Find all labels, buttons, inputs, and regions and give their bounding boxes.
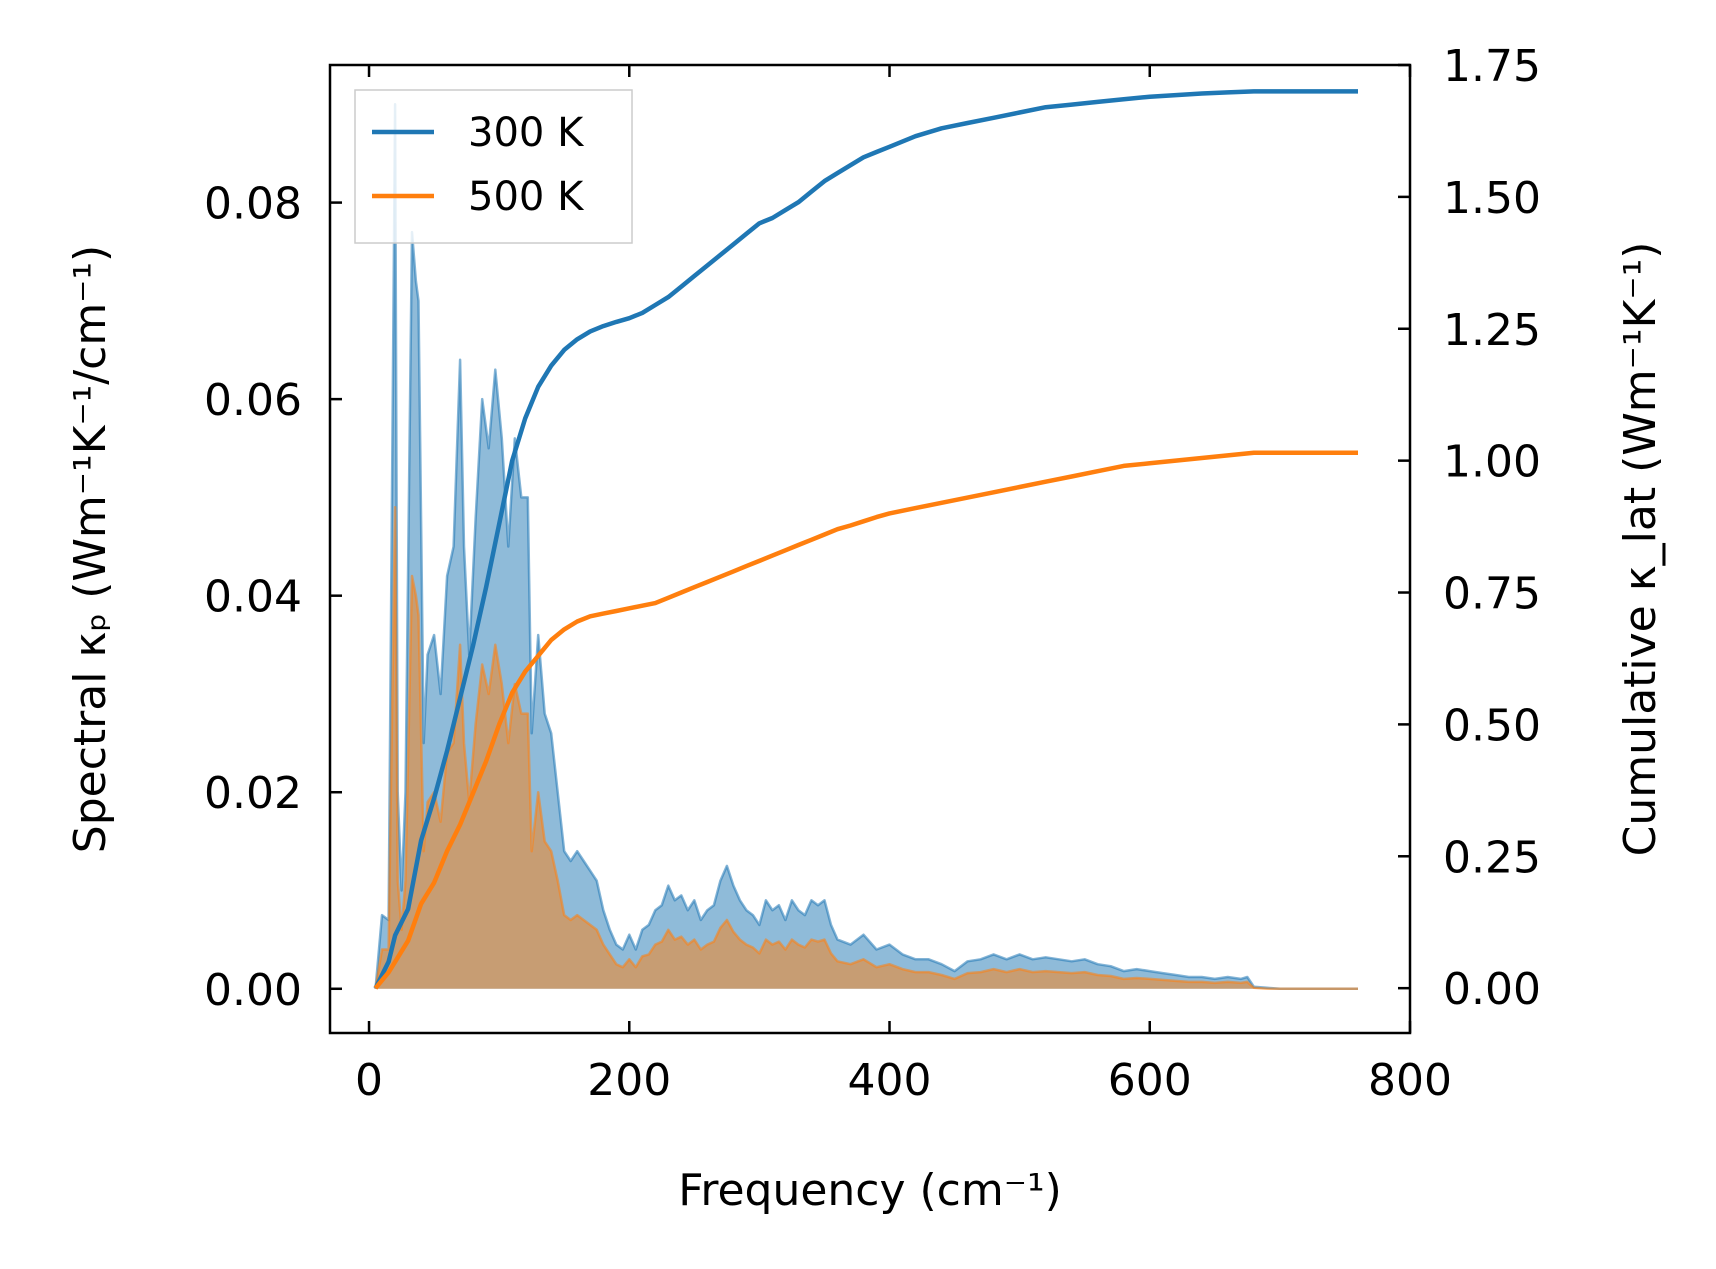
y-tick-label-left: 0.06: [204, 375, 302, 426]
y-tick-label-right: 1.25: [1443, 305, 1541, 356]
spectral-line-500k: [374, 505, 1358, 991]
legend: 300 K 500 K: [354, 89, 633, 244]
y-axis-left-title: Spectral κₚ (Wm⁻¹K⁻¹/cm⁻¹): [65, 245, 116, 853]
x-tick-label: 400: [848, 1055, 932, 1106]
y-tick-label-right: 0.50: [1443, 700, 1541, 751]
y-tick-label-right: 0.75: [1443, 569, 1541, 620]
x-tick-label: 200: [587, 1055, 671, 1106]
spectral-fills: [374, 103, 1358, 991]
y-tick-label-left: 0.08: [204, 179, 302, 230]
y-tick-label-right: 1.75: [1443, 41, 1541, 92]
y-tick-label-left: 0.02: [204, 768, 302, 819]
y-tick-label-right: 0.25: [1443, 832, 1541, 883]
y-tick-label-right: 1.00: [1443, 437, 1541, 488]
spectral-line-300k: [374, 103, 1358, 991]
legend-label-500k: 500 K: [468, 174, 585, 220]
axis-ticks: 0 200 400 600 800 0.00 0.02 0.04 0.06 0.08 0.00 0.2…: [204, 41, 1541, 1106]
y-tick-label-right: 0.00: [1443, 964, 1541, 1015]
spectral-fill-500k: [375, 507, 1358, 989]
y-tick-label-left: 0.00: [204, 965, 302, 1016]
plot-frame: [328, 63, 1412, 1035]
x-tick-label: 800: [1368, 1055, 1452, 1106]
legend-box: [354, 89, 633, 244]
x-axis-title: Frequency (cm⁻¹): [678, 1165, 1062, 1216]
series-lines: [373, 89, 1358, 990]
x-tick-label: 600: [1108, 1055, 1192, 1106]
legend-label-300k: 300 K: [468, 110, 585, 156]
y-tick-label-left: 0.04: [204, 572, 302, 623]
y-tick-label-right: 1.50: [1443, 173, 1541, 224]
x-tick-label: 0: [355, 1055, 383, 1106]
cumulative-line-300k: [373, 89, 1358, 990]
y-axis-right-title: Cumulative κ_lat (Wm⁻¹K⁻¹): [1615, 242, 1666, 857]
cumulative-line-500k: [373, 450, 1358, 990]
